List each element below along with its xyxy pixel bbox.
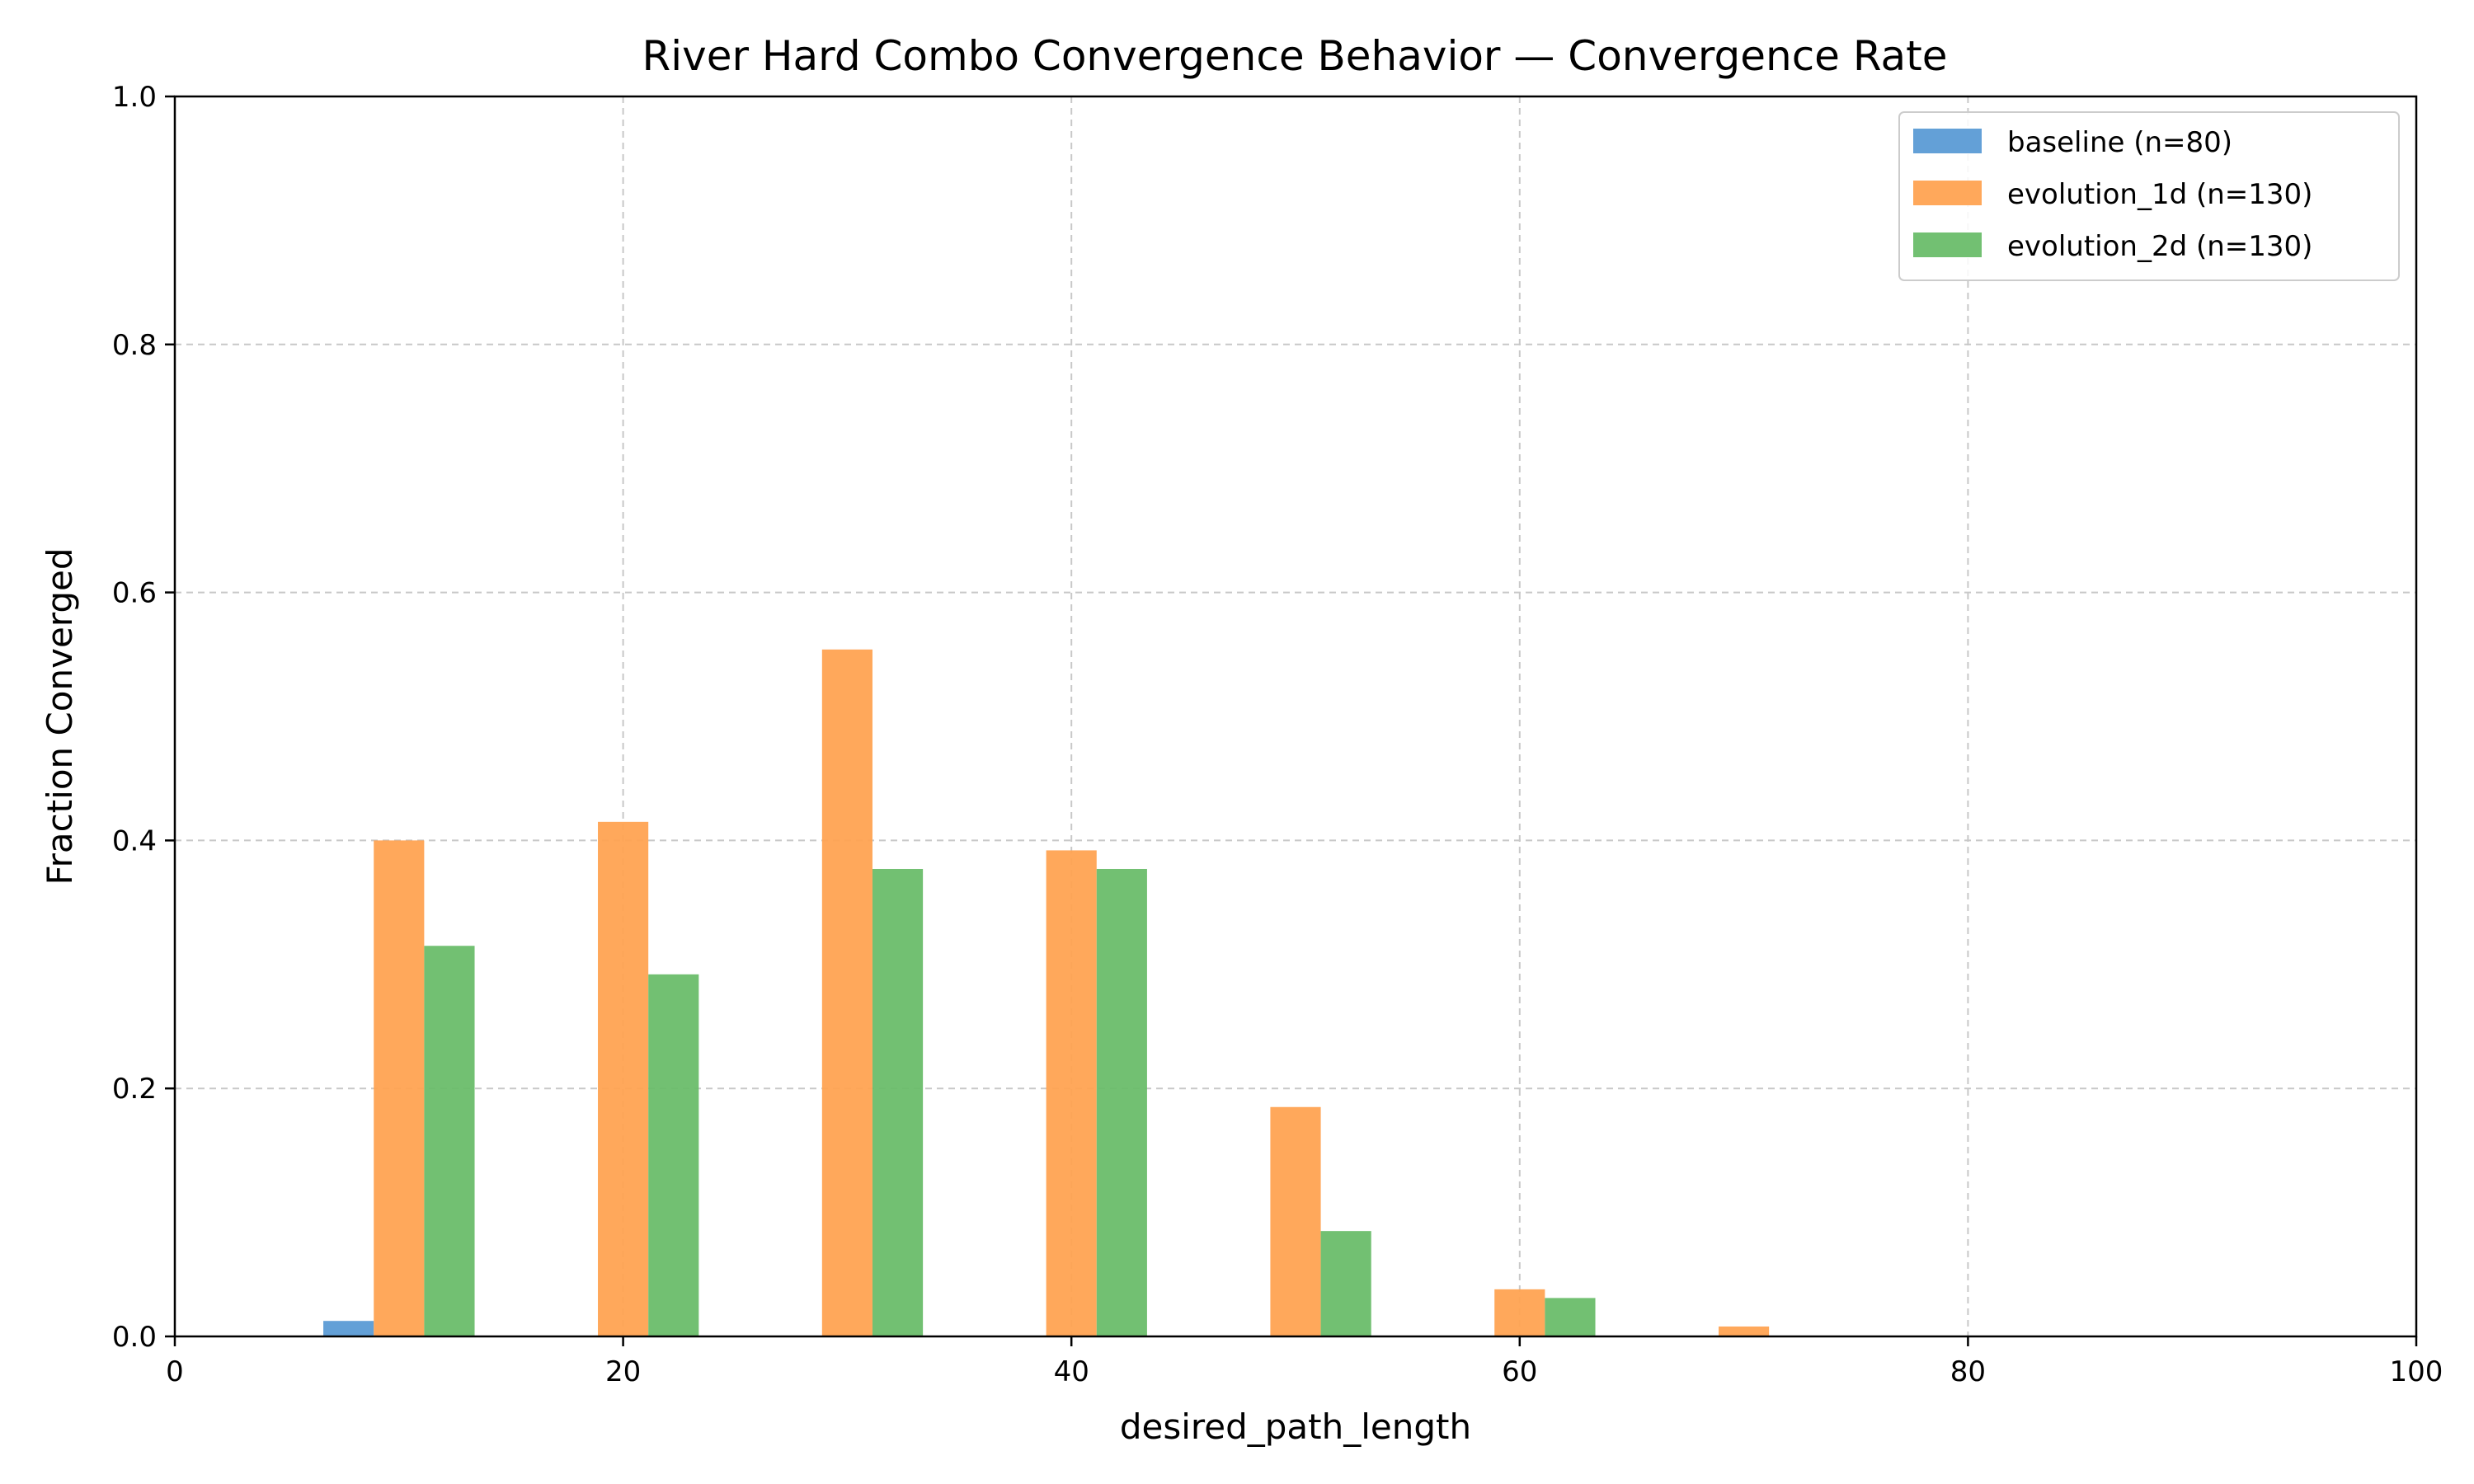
legend-frame	[1898, 111, 2400, 281]
legend-swatch	[1913, 181, 1982, 205]
x-tick-label: 40	[1054, 1355, 1089, 1388]
bar-evolution_2d-40	[1096, 868, 1147, 1336]
bar-evolution_1d-70	[1719, 1326, 1770, 1336]
y-tick-label: 0.4	[112, 824, 157, 857]
bar-evolution_2d-20	[648, 974, 699, 1336]
bar-evolution_2d-10	[424, 946, 475, 1336]
y-tick-label: 0.6	[112, 577, 157, 610]
bar-evolution_1d-30	[821, 649, 872, 1336]
y-tick-label: 0.8	[112, 329, 157, 362]
x-axis-ticks: 0 20 40 60 80 100	[166, 1336, 2443, 1388]
y-axis-ticks: 0.0 0.2 0.4 0.6 0.8 1.0	[112, 81, 175, 1354]
bar-evolution_2d-30	[872, 868, 924, 1336]
bar-evolution_1d-40	[1046, 850, 1097, 1336]
x-tick-label: 100	[2390, 1355, 2443, 1388]
legend-label: baseline (n=80)	[2007, 126, 2232, 159]
chart-title: River Hard Combo Convergence Behavior — …	[642, 32, 1948, 80]
legend-label: evolution_1d (n=130)	[2007, 178, 2312, 211]
x-tick-label: 80	[1950, 1355, 1986, 1388]
bar-evolution_2d-60	[1545, 1298, 1596, 1336]
bar-baseline-10	[323, 1321, 374, 1336]
bar-evolution_1d-50	[1270, 1106, 1321, 1336]
x-tick-label: 20	[605, 1355, 641, 1388]
bar-evolution_2d-50	[1320, 1231, 1371, 1336]
y-tick-label: 0.2	[112, 1073, 157, 1106]
bar-evolution_1d-10	[374, 840, 425, 1336]
plot-area-frame	[173, 95, 2418, 1338]
legend-items: baseline (n=80) evolution_1d (n=130) evolu…	[1913, 126, 2312, 263]
legend-label: evolution_2d (n=130)	[2007, 230, 2312, 263]
y-axis-label: Fraction Converged	[40, 547, 80, 885]
y-tick-label: 1.0	[112, 81, 157, 114]
x-tick-label: 60	[1502, 1355, 1537, 1388]
x-axis-label: desired_path_length	[1120, 1407, 1471, 1447]
bars	[323, 649, 1770, 1336]
x-tick-label: 0	[166, 1355, 184, 1388]
bar-evolution_1d-20	[598, 821, 649, 1336]
legend: baseline (n=80) evolution_1d (n=130) evolu…	[1898, 111, 2400, 281]
bar-evolution_1d-60	[1494, 1289, 1545, 1336]
legend-swatch	[1913, 129, 1982, 153]
y-tick-label: 0.0	[112, 1321, 157, 1354]
legend-swatch	[1913, 232, 1982, 257]
